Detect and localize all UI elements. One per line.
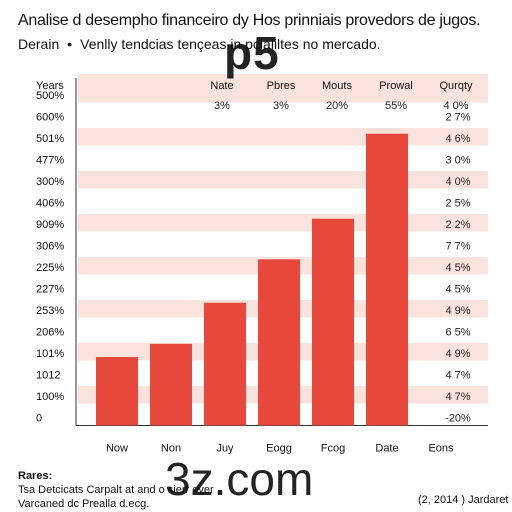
x-tick-label: Fcog (321, 443, 345, 455)
y-tick-label: 909% (36, 219, 64, 231)
y-tick-label: 206% (36, 327, 64, 339)
y-tick-label: 0 (36, 413, 42, 425)
y-tick-label: 227% (36, 284, 64, 296)
y-tick-label: 225% (36, 262, 64, 274)
column-header: Mouts (322, 80, 352, 92)
right-value: 3 0% (445, 155, 470, 167)
bar (150, 343, 192, 426)
header-band (78, 74, 488, 90)
bullet-separator: • (67, 36, 73, 52)
header-row-value: 4 0% (443, 100, 468, 112)
header-row-value: 3% (273, 100, 289, 112)
y-tick-label: 406% (36, 198, 64, 210)
right-value: 7 7% (445, 241, 470, 253)
right-value: 2 2% (445, 219, 470, 231)
x-tick-label: Eogg (266, 443, 292, 455)
y-tick-label: 600% (36, 112, 64, 124)
x-tick-label: Non (161, 443, 181, 455)
header-row-value: 20% (326, 100, 348, 112)
grid-band (78, 128, 488, 146)
bar (258, 259, 300, 426)
subtitle-right: Venlly tendcias tençeas in pclaiiltes no… (80, 36, 381, 52)
grid-band (78, 171, 488, 189)
y-tick-label: 253% (36, 305, 64, 317)
y-tick-label: 100% (36, 391, 64, 403)
footer-label: Rares: (18, 470, 53, 482)
right-value: 4 0% (445, 176, 470, 188)
row-label-header: Years (36, 80, 64, 92)
x-tick-label: Eons (428, 443, 454, 455)
column-header: Prowal (379, 80, 413, 92)
y-tick-label: 477% (36, 155, 64, 167)
footer-line-1: Tsa Detcicats Carpalt at and o sierr eve… (18, 484, 214, 496)
x-tick-label: Juy (216, 443, 234, 455)
chart-subtitle: Derain • Venlly tendcias tençeas in pclaii… (18, 36, 381, 52)
column-header: Nate (210, 80, 233, 92)
right-value: 4 9% (445, 305, 470, 317)
x-tick-label: Date (375, 443, 398, 455)
y-tick-label: 500% (36, 90, 64, 102)
right-value: 2 7% (445, 112, 470, 124)
right-value: 4 9% (445, 348, 470, 360)
right-value: 4 6% (445, 133, 470, 145)
chart-title: Analise d desempho financeiro dy Hos pri… (18, 12, 481, 29)
y-tick-label: 501% (36, 133, 64, 145)
bar (366, 133, 408, 426)
right-value: -20% (445, 413, 471, 425)
right-value: 4 5% (445, 262, 470, 274)
y-tick-label: 306% (36, 241, 64, 253)
grid-band (78, 214, 488, 232)
watermark-top: p5 (224, 27, 280, 79)
bar (312, 218, 354, 426)
right-value: 2 5% (445, 198, 470, 210)
right-value: 4 7% (445, 370, 470, 382)
bar (204, 302, 246, 426)
right-value: 4 7% (445, 391, 470, 403)
watermark-bottom: 3z.com (165, 453, 314, 505)
y-tick-label: 1012 (36, 370, 60, 382)
column-header: Qurqty (439, 80, 473, 92)
header-row-value: 3% (214, 100, 230, 112)
bar (96, 357, 138, 426)
y-tick-label: 300% (36, 176, 64, 188)
subtitle-left: Derain (18, 36, 60, 52)
x-tick-label: Now (106, 443, 128, 455)
column-header: Pbres (267, 80, 296, 92)
right-value: 6 5% (445, 327, 470, 339)
footer-line-2: Varcaned dc Prealla d.ecg. (18, 498, 150, 510)
right-value: 4 5% (445, 284, 470, 296)
footer-right: (2, 2014 ) Jardaret (418, 494, 509, 506)
header-row-value: 55% (385, 100, 407, 112)
y-tick-label: 101% (36, 348, 64, 360)
